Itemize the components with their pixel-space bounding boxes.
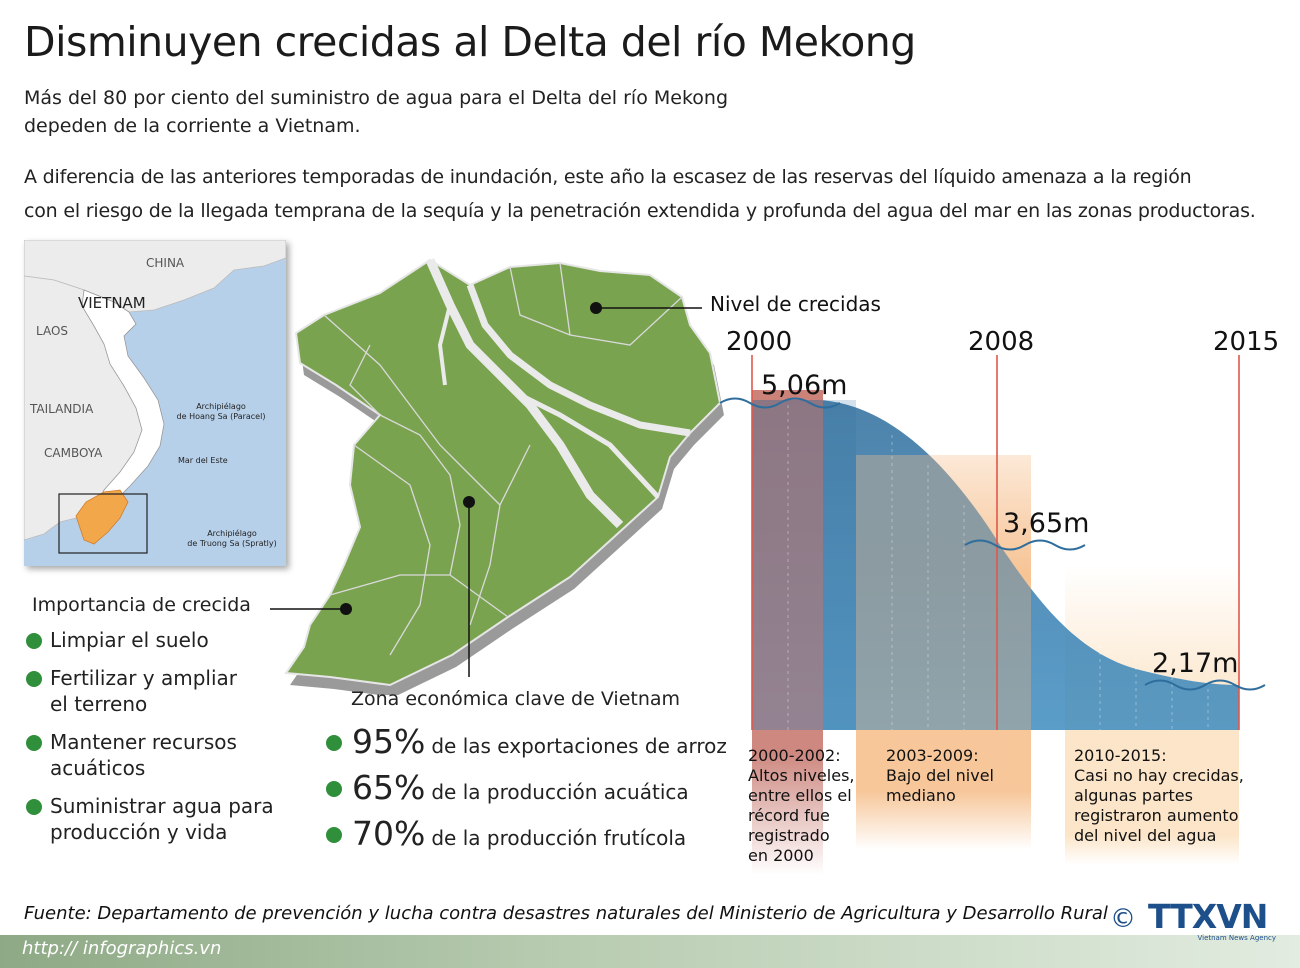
economic-zone-title: Zona económica clave de Vietnam <box>351 688 681 710</box>
period-text: registraron aumento <box>1074 806 1239 825</box>
level-wave-2015 <box>1144 679 1266 691</box>
importance-item-text: Limpiar el suelo <box>50 628 209 652</box>
importance-item: Mantener recursos acuáticos <box>26 729 326 781</box>
stat-description: de las exportaciones de arroz <box>431 734 727 758</box>
importance-item: Fertilizar y ampliar el terreno <box>26 665 326 717</box>
page-title: Disminuyen crecidas al Delta del río Mek… <box>24 18 916 66</box>
paragraph-line-2: con el riesgo de la llegada temprana de … <box>24 200 1256 222</box>
period-text: 2003-2009: <box>886 746 979 765</box>
period-text: 2010-2015: <box>1074 746 1167 765</box>
importance-title: Importancia de crecida <box>32 594 251 616</box>
subtitle-line-1: Más del 80 por ciento del suministro de … <box>24 87 729 109</box>
label-paracel: Archipiélago de Hoang Sa (Paracel) <box>176 402 266 422</box>
stat-percent: 95% <box>352 722 426 761</box>
period-text: registrado <box>748 826 830 845</box>
importance-item-text: Fertilizar y ampliar <box>50 666 238 690</box>
source-note: Fuente: Departamento de prevención y luc… <box>24 903 1108 924</box>
level-wave-2000 <box>719 397 841 409</box>
subtitle-line-2: depeden de la corriente a Vietnam. <box>24 115 361 137</box>
label-spratly: Archipiélago de Truong Sa (Spratly) <box>184 529 280 549</box>
level-wave-2008 <box>964 539 1086 551</box>
period-2000-2002: 2000-2002: Altos niveles, entre ellos el… <box>748 746 854 866</box>
label-laos: LAOS <box>36 324 69 338</box>
copyright-icon: © <box>1110 904 1136 934</box>
year-label-2015: 2015 <box>1213 327 1280 357</box>
logo-tagline: Vietnam News Agency <box>1197 934 1276 942</box>
period-text: Altos niveles, <box>748 766 855 785</box>
level-value-2015: 2,17m <box>1152 648 1239 679</box>
bullet-dot <box>26 735 42 751</box>
bullet-dot <box>26 671 42 687</box>
mekong-delta-map <box>270 258 724 695</box>
ttxvn-logo: TTXVN Vietnam News Agency <box>1148 898 1276 944</box>
bullet-dot <box>26 799 42 815</box>
importance-list: Limpiar el suelo Fertilizar y ampliar el… <box>26 627 326 845</box>
period-text: entre ellos el <box>748 786 852 805</box>
label-paracel-line-1: Archipiélago <box>196 402 246 411</box>
importance-item: Suministrar agua para producción y vida <box>26 793 326 845</box>
flood-level-label: Nivel de crecidas <box>710 292 881 316</box>
footer-bar <box>0 935 1300 968</box>
label-mar-del-este: Mar del Este <box>178 456 228 465</box>
label-camboya: CAMBOYA <box>44 446 103 460</box>
year-label-2008: 2008 <box>968 327 1035 357</box>
stat-aquatic-production: 65% de la producción acuática <box>326 768 689 807</box>
footer-url[interactable]: http:// infographics.vn <box>22 938 222 959</box>
importance-item: Limpiar el suelo <box>26 627 326 653</box>
stat-percent: 65% <box>352 768 426 807</box>
period-text: récord fue <box>748 806 830 825</box>
marker-flood-level <box>590 302 602 314</box>
paragraph-line-1: A diferencia de las anteriores temporada… <box>24 166 1192 188</box>
bullet-dot <box>326 734 342 751</box>
label-china: CHINA <box>146 256 185 270</box>
logo-brand: TTXVN <box>1148 897 1268 936</box>
importance-item-text: Suministrar agua para <box>50 794 274 818</box>
period-text: algunas partes <box>1074 786 1193 805</box>
importance-item-text: el terreno <box>50 692 148 716</box>
period-text: del nivel del agua <box>1074 826 1217 845</box>
flood-level-chart <box>719 355 1266 875</box>
label-tailandia: TAILANDIA <box>30 402 94 416</box>
stat-fruit-production: 70% de la producción frutícola <box>326 814 686 853</box>
label-spratly-line-1: Archipiélago <box>207 529 257 538</box>
stat-description: de la producción frutícola <box>431 826 687 850</box>
level-value-2000: 5,06m <box>761 370 848 401</box>
level-value-2008: 3,65m <box>1003 508 1090 539</box>
bullet-dot <box>326 780 342 797</box>
bullet-dot <box>326 826 342 843</box>
marker-importance <box>340 603 352 615</box>
period-text: 2000-2002: <box>748 746 841 765</box>
stat-rice-exports: 95% de las exportaciones de arroz <box>326 722 727 761</box>
locator-map-graphic <box>24 240 286 566</box>
year-label-2000: 2000 <box>726 327 793 357</box>
period-2010-2015: 2010-2015: Casi no hay crecidas, algunas… <box>1074 746 1244 846</box>
period-text: en 2000 <box>748 846 814 865</box>
period-2003-2009: 2003-2009: Bajo del nivel mediano <box>886 746 994 806</box>
bullet-dot <box>26 633 42 649</box>
water-level-area <box>752 400 1239 730</box>
label-paracel-line-2: de Hoang Sa (Paracel) <box>176 412 266 421</box>
period-text: Bajo del nivel <box>886 766 994 785</box>
importance-item-text: Mantener recursos acuáticos <box>50 730 237 780</box>
period-text: Casi no hay crecidas, <box>1074 766 1244 785</box>
period-text: mediano <box>886 786 956 805</box>
importance-item-text: producción y vida <box>50 820 228 844</box>
label-vietnam: VIETNAM <box>78 294 146 312</box>
locator-map: CHINA VIETNAM LAOS TAILANDIA CAMBOYA Arc… <box>24 240 286 566</box>
stat-description: de la producción acuática <box>431 780 689 804</box>
stat-percent: 70% <box>352 814 426 853</box>
label-spratly-line-2: de Truong Sa (Spratly) <box>187 539 277 548</box>
